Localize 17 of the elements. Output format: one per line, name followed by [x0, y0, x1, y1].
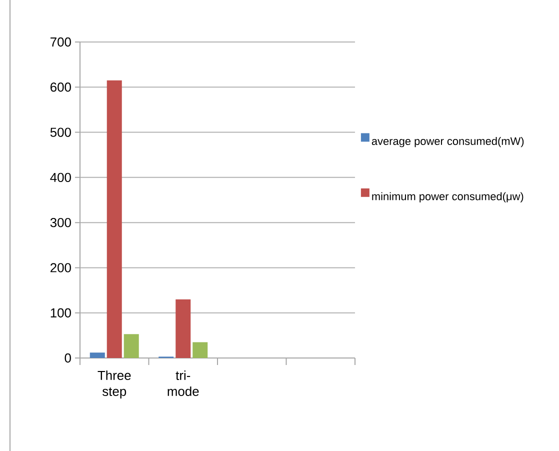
bar — [90, 352, 105, 358]
y-tick-label: 100 — [50, 308, 71, 318]
legend-label: average power consumed(mW) — [372, 136, 524, 148]
bar — [106, 80, 122, 358]
y-tick-label: 300 — [50, 218, 71, 228]
legend-label: minimum power consumed(μw) — [372, 192, 524, 202]
y-tick-label: 700 — [50, 37, 71, 47]
y-tick-label: 500 — [50, 128, 71, 137]
y-tick-label: 400 — [50, 172, 71, 182]
bar — [124, 334, 139, 358]
y-tick-label: 0 — [64, 353, 71, 363]
y-tick-label: 200 — [50, 263, 71, 272]
y-tick-label: 600 — [50, 82, 71, 92]
bar — [176, 299, 191, 358]
bar — [192, 342, 208, 358]
x-tick-label: tri-mode — [168, 370, 199, 396]
x-tick-label: Three step — [98, 370, 131, 399]
